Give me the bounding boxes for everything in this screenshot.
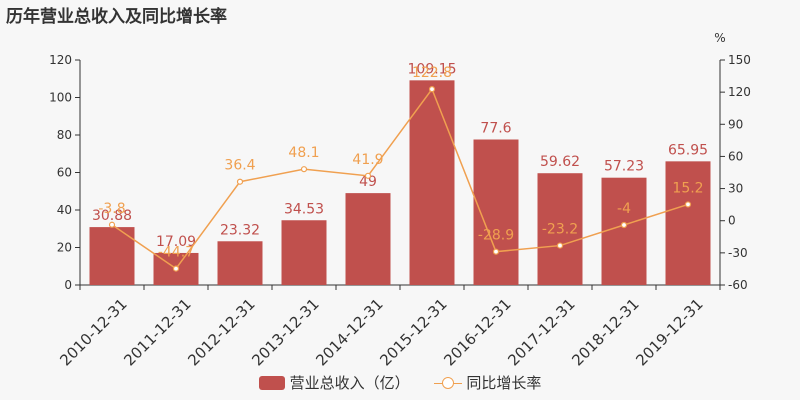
chart: 0 20 40 60 80 100 120 -60 -30 0 30 60 90 120 150% 2010-… xyxy=(49,31,751,369)
bar xyxy=(665,161,711,285)
legend-line-swatch xyxy=(434,376,463,390)
growth-value-label: 36.4 xyxy=(224,158,255,174)
bar-value-label: 65.95 xyxy=(668,142,708,158)
growth-value-label: 15.2 xyxy=(672,180,703,196)
growth-point xyxy=(620,221,628,229)
bar xyxy=(601,177,647,285)
bar-value-label: 49 xyxy=(359,174,377,190)
x-tick-label: 2015-12-31 xyxy=(376,295,450,369)
growth-point xyxy=(556,242,564,249)
x-tick-label: 2012-12-31 xyxy=(184,295,258,369)
growth-value-label: -44.7 xyxy=(158,245,194,261)
growth-point xyxy=(300,166,308,173)
left-tick-label: 40 xyxy=(57,203,72,217)
bar-value-label: 77.6 xyxy=(480,121,511,137)
right-tick-label: 120 xyxy=(728,85,751,99)
right-tick-label: 90 xyxy=(728,117,743,131)
legend-item-revenue[interactable]: 营业总收入（亿） xyxy=(258,372,410,393)
bar-value-label: 17.09 xyxy=(156,234,196,250)
growth-value-label: -3.8 xyxy=(98,201,125,217)
growth-line xyxy=(111,87,689,270)
bar xyxy=(89,227,135,285)
legend: 营业总收入（亿） 同比增长率 xyxy=(0,372,800,394)
x-tick-label: 2017-12-31 xyxy=(504,295,578,369)
bar-value-label: 57.23 xyxy=(604,159,644,175)
right-tick-label: -30 xyxy=(728,246,748,260)
growth-point xyxy=(236,178,244,185)
growth-value-label: -23.2 xyxy=(542,222,578,238)
bar xyxy=(217,241,263,285)
bar-value-label: 109.15 xyxy=(408,61,457,77)
growth-value-label: 48.1 xyxy=(288,145,319,161)
left-tick-label: 20 xyxy=(57,241,72,255)
growth-value-label: -28.9 xyxy=(478,228,514,244)
bar-value-label: 34.53 xyxy=(284,201,324,217)
left-tick-label: 0 xyxy=(64,278,72,292)
growth-point xyxy=(108,221,116,228)
bar xyxy=(409,80,455,285)
x-tick-label: 2014-12-31 xyxy=(312,295,386,369)
bar-value-label: 23.32 xyxy=(220,222,260,238)
right-tick-label: 60 xyxy=(728,149,743,163)
growth-point xyxy=(172,265,180,272)
x-tick-label: 2010-12-31 xyxy=(56,295,130,369)
bar xyxy=(281,220,327,285)
growth-point xyxy=(428,86,436,93)
growth-point xyxy=(364,172,372,179)
bar-value-label: 59.62 xyxy=(540,154,580,170)
right-tick-label: -60 xyxy=(728,278,748,292)
growth-point xyxy=(492,248,500,255)
x-tick-label: 2013-12-31 xyxy=(248,295,322,369)
bar xyxy=(345,193,391,285)
legend-line-label: 同比增长率 xyxy=(466,374,542,392)
growth-value-label: 41.9 xyxy=(352,152,383,168)
x-tick-label: 2011-12-31 xyxy=(120,295,194,369)
bar-value-label: 30.88 xyxy=(92,208,132,224)
left-tick-label: 120 xyxy=(49,53,72,67)
right-axis-unit: % xyxy=(714,31,725,45)
legend-bar-swatch xyxy=(258,375,285,390)
legend-item-growth[interactable]: 同比增长率 xyxy=(434,372,541,393)
growth-value-label: -4 xyxy=(617,201,631,217)
left-tick-label: 60 xyxy=(57,166,72,180)
x-tick-label: 2016-12-31 xyxy=(440,295,514,369)
right-tick-label: 150 xyxy=(728,53,751,67)
chart-title: 历年营业总收入及同比增长率 xyxy=(6,7,227,27)
x-tick-label: 2019-12-31 xyxy=(632,295,706,369)
left-tick-label: 80 xyxy=(57,128,72,142)
x-tick-label: 2018-12-31 xyxy=(568,295,642,369)
right-tick-label: 0 xyxy=(728,214,736,228)
legend-bar-label: 营业总收入（亿） xyxy=(289,374,410,392)
right-tick-label: 30 xyxy=(728,182,743,196)
growth-value-label: 122.8 xyxy=(412,65,452,81)
bar xyxy=(537,173,583,285)
growth-point xyxy=(684,201,692,208)
left-tick-label: 100 xyxy=(49,91,72,105)
